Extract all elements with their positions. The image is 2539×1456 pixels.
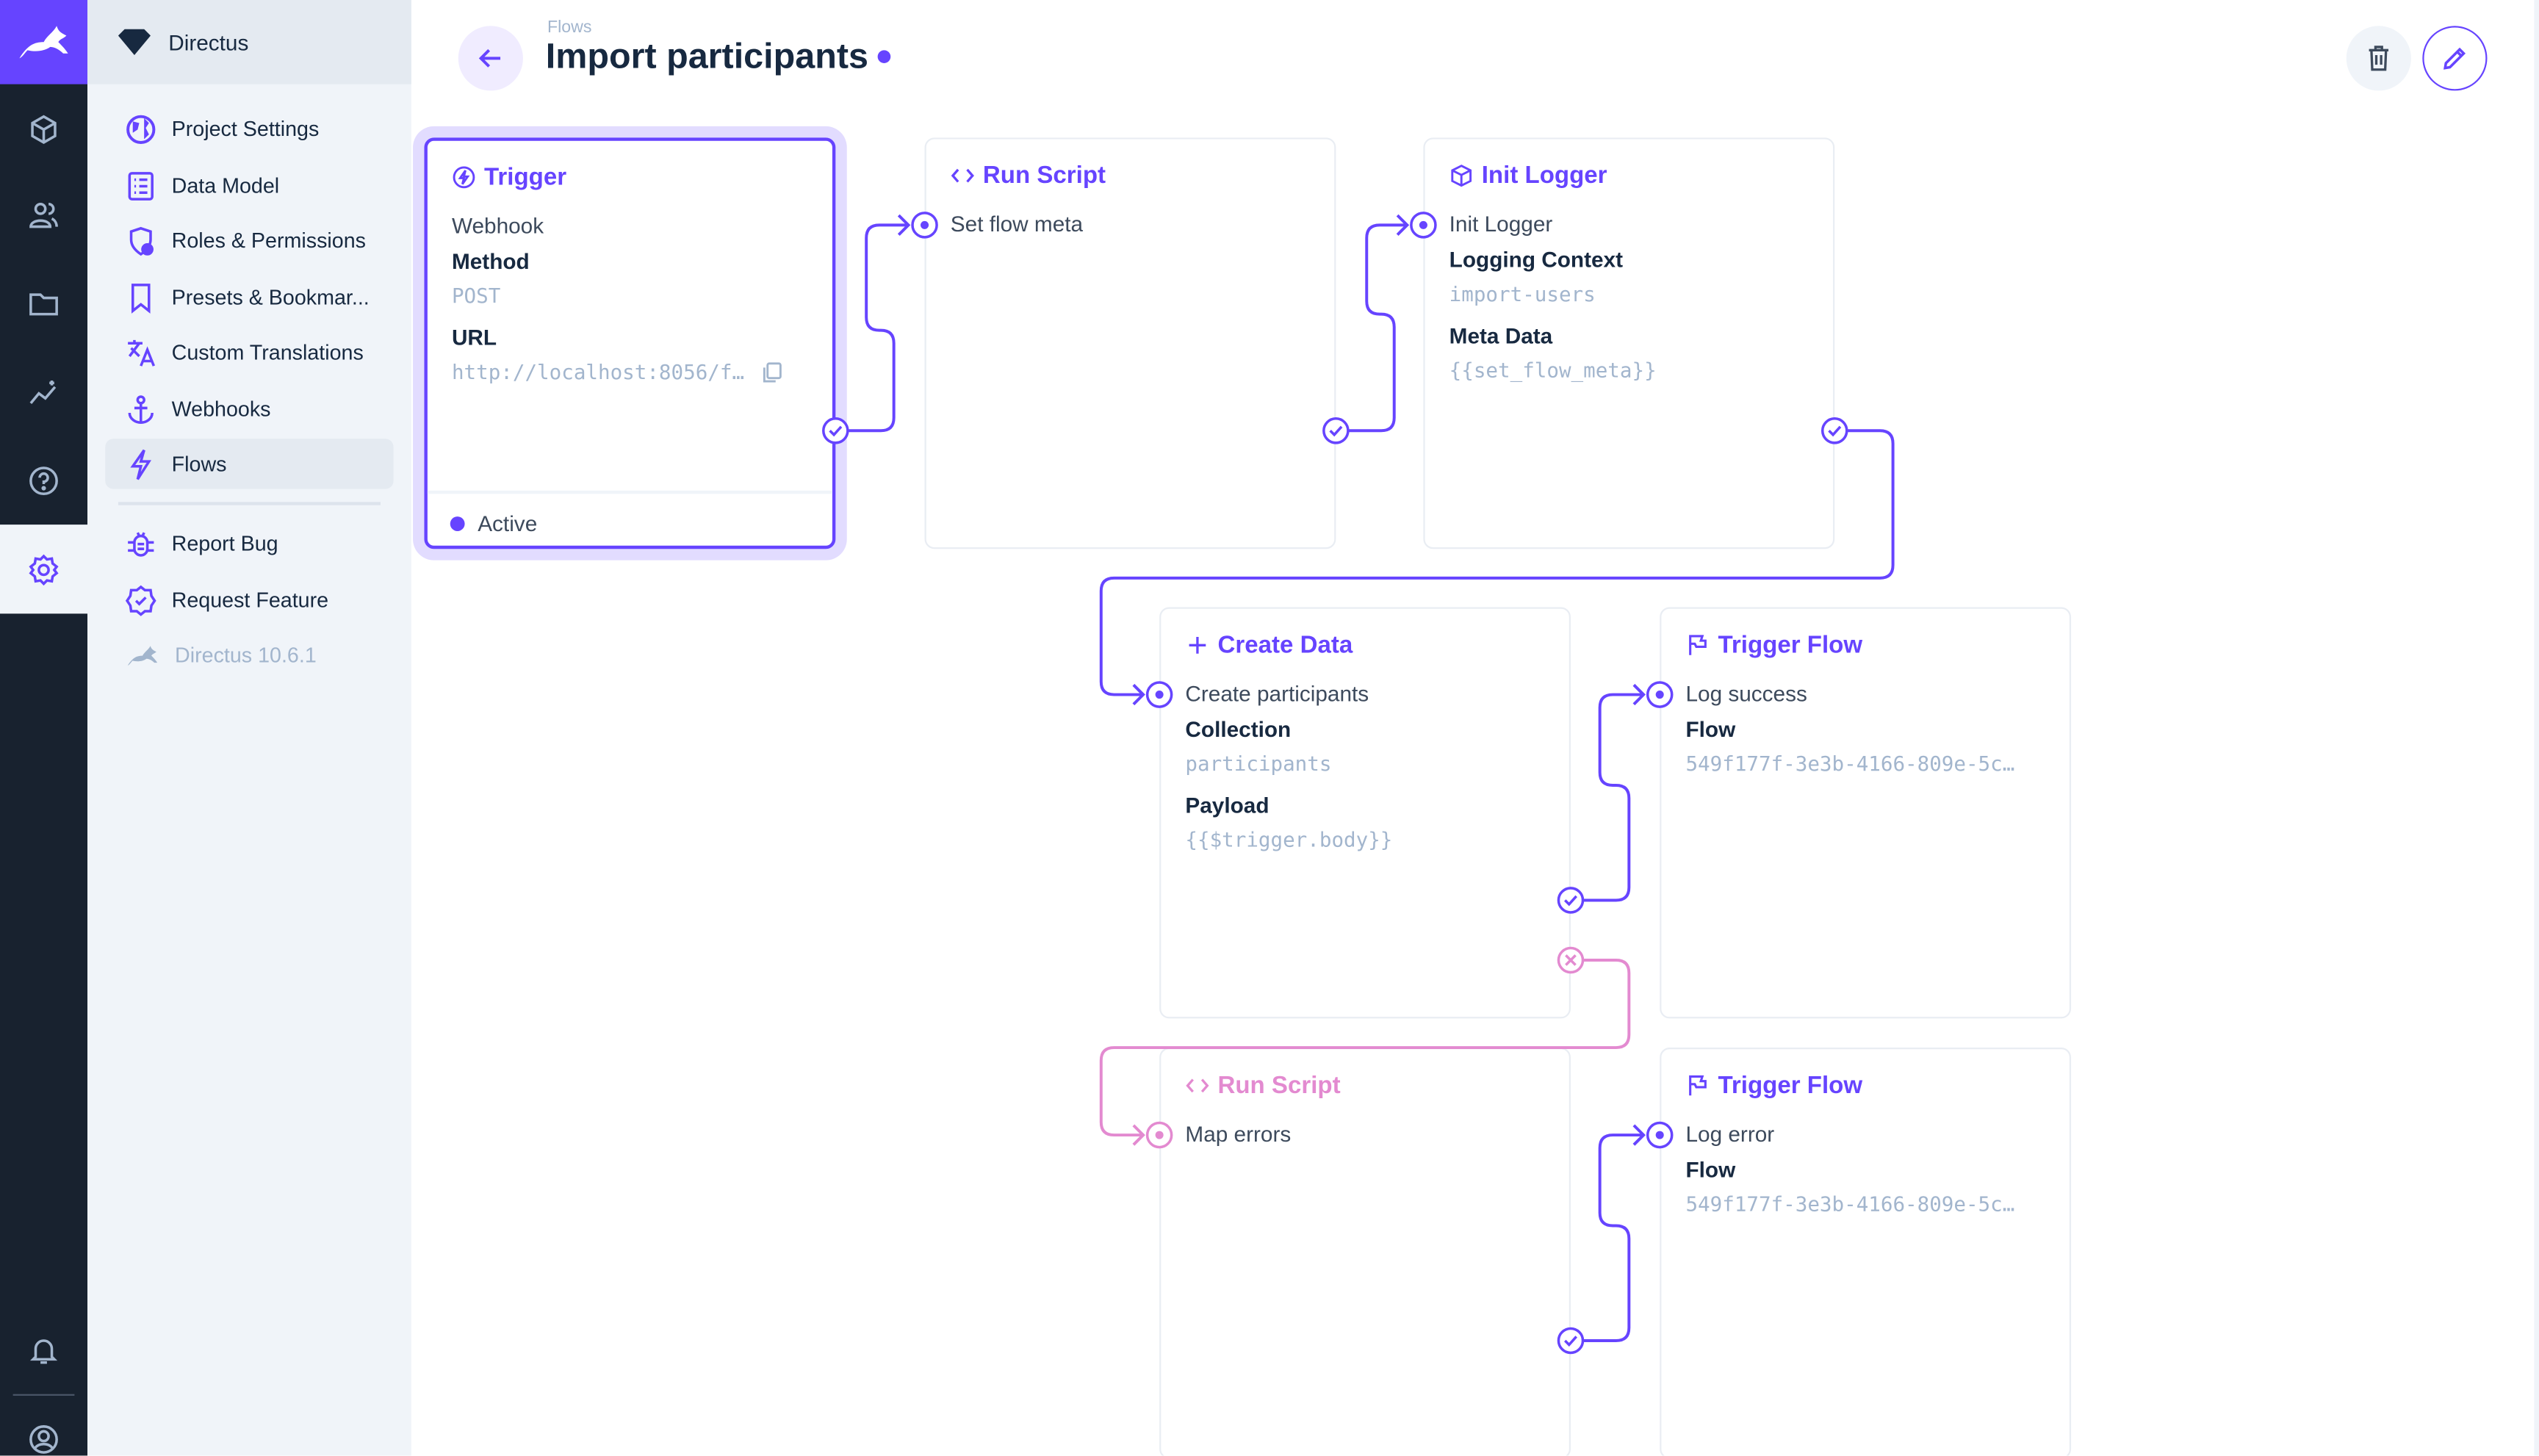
resolve-handle-check-icon: [1557, 887, 1585, 914]
code-icon: [951, 168, 974, 183]
translate-icon: [128, 339, 156, 366]
nav-item-custom-translations[interactable]: Custom Translations: [105, 327, 393, 377]
page-title: Import participants: [546, 35, 891, 77]
users-module-button[interactable]: [0, 172, 87, 259]
folder-icon: [29, 293, 58, 316]
shield-user-icon: [129, 226, 154, 256]
module-bar: [0, 0, 88, 1456]
list-icon: [128, 170, 154, 200]
settings-module-button[interactable]: [0, 525, 88, 614]
pencil-icon: [2443, 47, 2466, 70]
input-handle: [1410, 212, 1437, 239]
resolve-handle-check-icon: [822, 417, 849, 444]
edit-flow-button[interactable]: [2422, 26, 2488, 91]
operation-card-trigger-flow-error[interactable]: Trigger Flow Log error Flow 549f177f-3e3…: [1660, 1048, 2072, 1456]
nav-divider: [118, 502, 381, 505]
insights-module-button[interactable]: [0, 350, 87, 437]
project-header[interactable]: Directus: [87, 0, 411, 84]
nav-item-report-bug[interactable]: Report Bug: [105, 518, 393, 568]
copy-icon[interactable]: [760, 360, 783, 383]
help-module-button[interactable]: [0, 437, 87, 525]
anchor-icon: [128, 394, 154, 423]
notifications-button[interactable]: [0, 1307, 87, 1394]
resolve-handle-check-icon: [1820, 417, 1848, 444]
operation-card-run-script[interactable]: Run Script Set flow meta: [924, 137, 1336, 549]
connection-init-logger-to-create-data: [1099, 429, 1895, 706]
arrow-left-icon: [478, 48, 501, 68]
user-avatar-icon: [29, 1425, 58, 1454]
help-icon: [29, 466, 58, 496]
plus-icon: [1189, 636, 1206, 654]
nav-item-presets-bookmarks[interactable]: Presets & Bookmar...: [105, 272, 393, 322]
reject-handle-x-icon: [1557, 946, 1585, 974]
flag-icon: [1689, 635, 1707, 655]
directus-logo[interactable]: [0, 0, 88, 84]
status-dot: [450, 516, 465, 530]
input-handle: [911, 212, 938, 239]
project-name: Directus: [168, 29, 249, 54]
back-button[interactable]: [458, 26, 523, 91]
operation-card-create-data[interactable]: Create Data Create participants Collecti…: [1159, 607, 1571, 1019]
rail-divider: [12, 1394, 75, 1396]
breadcrumb[interactable]: Flows: [547, 18, 592, 37]
operation-card-run-script-errors[interactable]: Run Script Map errors: [1159, 1048, 1571, 1456]
nav-item-version[interactable]: Directus 10.6.1: [105, 630, 393, 680]
rabbit-logo-icon: [19, 26, 68, 59]
nav-item-data-model[interactable]: Data Model: [105, 160, 393, 210]
insights-icon: [29, 380, 57, 404]
content-module-button[interactable]: [0, 86, 87, 173]
settings-navigation: Directus Project Settings Data Model Rol…: [87, 0, 411, 1456]
connection-create-data-to-log-success: [1570, 683, 1646, 902]
connection-trigger-to-run-script: [835, 214, 911, 433]
nav-item-project-settings[interactable]: Project Settings: [105, 104, 393, 154]
trigger-status[interactable]: Active: [427, 490, 832, 552]
project-logo-icon: [118, 29, 151, 55]
delete-flow-button[interactable]: [2346, 26, 2411, 91]
input-handle: [1145, 681, 1173, 708]
resolve-handle-check-icon: [1557, 1327, 1585, 1355]
bolt-circle-icon: [453, 166, 475, 189]
cube-icon: [31, 115, 57, 144]
trash-icon: [2369, 46, 2389, 71]
files-module-button[interactable]: [0, 261, 87, 348]
globe-icon: [126, 114, 156, 143]
bug-icon: [128, 531, 154, 556]
users-icon: [29, 202, 58, 228]
check-badge-icon: [125, 584, 156, 616]
code-icon: [1186, 1078, 1209, 1093]
box-icon: [1451, 165, 1472, 187]
connection-map-errors-to-log-error: [1570, 1124, 1646, 1342]
input-handle: [1646, 681, 1674, 708]
webhook-url: http://localhost:8056/f…: [451, 359, 745, 384]
rabbit-logo-icon: [127, 645, 158, 666]
connection-run-script-to-init-logger: [1336, 214, 1410, 433]
input-handle: [1145, 1121, 1173, 1149]
nav-item-roles-permissions[interactable]: Roles & Permissions: [105, 215, 393, 265]
flag-icon: [1689, 1075, 1707, 1096]
bookmark-icon: [131, 283, 151, 313]
nav-item-request-feature[interactable]: Request Feature: [105, 574, 393, 624]
bolt-icon: [130, 448, 151, 480]
connection-create-data-reject-to-map-errors: [1099, 959, 1631, 1146]
user-menu-button[interactable]: [0, 1396, 87, 1456]
unsaved-indicator: [878, 50, 891, 63]
operation-card-trigger[interactable]: Trigger Webhook Method POST URL http://l…: [424, 137, 836, 552]
operation-card-init-logger[interactable]: Init Logger Init Logger Logging Context …: [1423, 137, 1835, 549]
operation-card-trigger-flow-success[interactable]: Trigger Flow Log success Flow 549f177f-3…: [1660, 607, 2072, 1019]
bell-icon: [29, 1339, 58, 1364]
input-handle: [1646, 1121, 1674, 1149]
settings-icon: [29, 553, 59, 585]
nav-item-webhooks[interactable]: Webhooks: [105, 383, 393, 433]
resolve-handle-check-icon: [1322, 417, 1350, 444]
nav-item-flows[interactable]: Flows: [105, 439, 394, 489]
scrollbar[interactable]: [2534, 0, 2539, 1456]
